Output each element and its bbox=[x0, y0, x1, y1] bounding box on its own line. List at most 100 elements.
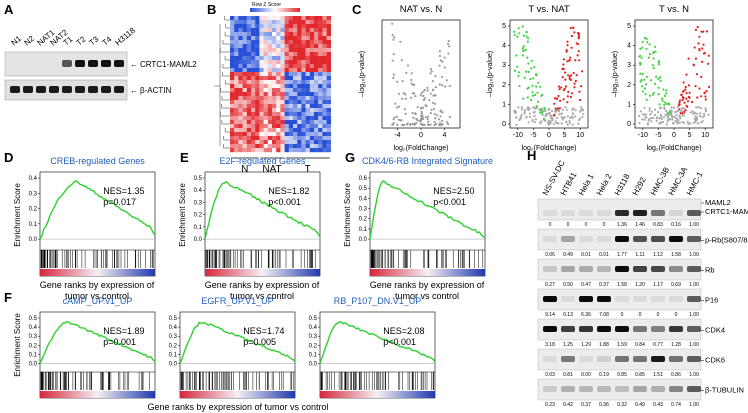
heat-cell bbox=[276, 20, 281, 25]
band bbox=[669, 210, 683, 216]
heat-cell bbox=[263, 104, 268, 109]
volcano-point bbox=[554, 120, 557, 123]
volcano-point bbox=[566, 115, 569, 118]
volcano-point bbox=[566, 123, 569, 126]
panel-label: B bbox=[207, 2, 216, 17]
volcano-point bbox=[703, 51, 706, 55]
heat-cell bbox=[280, 68, 285, 73]
volcano-point bbox=[402, 92, 405, 95]
volcano-point bbox=[513, 30, 516, 33]
heat-cell bbox=[259, 144, 264, 149]
volcano-point bbox=[526, 56, 529, 59]
heat-cell bbox=[280, 20, 285, 25]
heat-cell bbox=[242, 148, 247, 153]
heat-cell bbox=[288, 136, 294, 141]
heat-cell bbox=[318, 120, 323, 125]
heat-cell bbox=[305, 148, 310, 153]
heat-cell bbox=[251, 44, 256, 49]
heat-cell bbox=[276, 112, 281, 117]
volcano-point bbox=[578, 110, 582, 113]
heat-cell bbox=[263, 136, 268, 141]
heat-cell bbox=[251, 16, 256, 21]
heat-cell bbox=[251, 88, 256, 93]
volcano-point bbox=[422, 106, 425, 109]
heat-cell bbox=[326, 60, 331, 65]
heat-cell bbox=[280, 148, 285, 153]
heat-cell bbox=[230, 44, 235, 49]
heat-cell bbox=[297, 116, 302, 121]
volcano-point bbox=[441, 123, 444, 126]
heat-cell bbox=[238, 72, 243, 77]
heat-cell bbox=[251, 48, 256, 53]
volcano-point bbox=[429, 123, 432, 126]
volcano-point bbox=[574, 79, 577, 83]
heat-cell bbox=[255, 36, 260, 41]
volcano-point bbox=[448, 45, 451, 48]
heat-cell bbox=[318, 16, 323, 21]
volcano-point bbox=[399, 119, 402, 122]
volcano-point bbox=[519, 115, 522, 118]
band bbox=[10, 86, 20, 93]
volcano-point bbox=[410, 72, 413, 75]
heat-cell bbox=[305, 48, 310, 53]
heat-cell bbox=[272, 136, 277, 141]
band bbox=[633, 386, 647, 392]
heat-cell bbox=[238, 92, 243, 97]
volcano-point bbox=[659, 79, 662, 82]
volcano-point bbox=[515, 123, 518, 127]
heat-cell bbox=[305, 32, 310, 37]
heat-cell bbox=[293, 124, 298, 129]
volcano-point bbox=[697, 106, 700, 109]
x-tick-label: -4 bbox=[394, 132, 400, 139]
y-tick-label: 0.2 bbox=[169, 343, 178, 349]
heat-cell bbox=[293, 148, 298, 153]
band-label: β-ACTIN bbox=[140, 86, 171, 95]
heat-cell bbox=[267, 24, 273, 29]
enrichment-curve bbox=[39, 321, 156, 364]
heat-cell bbox=[297, 72, 302, 77]
heat-cell bbox=[259, 68, 264, 73]
heat-cell bbox=[322, 148, 327, 153]
volcano-point bbox=[444, 85, 447, 88]
band bbox=[633, 356, 647, 362]
heat-cell bbox=[251, 92, 256, 97]
heat-cell bbox=[318, 56, 323, 61]
heat-cell bbox=[251, 36, 256, 41]
volcano-point bbox=[650, 110, 654, 113]
heat-cell bbox=[230, 88, 235, 93]
band bbox=[651, 296, 665, 302]
y-axis-label: Enrichment Score bbox=[178, 183, 187, 247]
x-axis-label: Gene ranks by expression of bbox=[370, 280, 485, 290]
heat-cell bbox=[255, 20, 260, 25]
heat-cell bbox=[267, 96, 273, 101]
heat-cell bbox=[318, 104, 323, 109]
volcano-point bbox=[544, 109, 547, 112]
volcano-point bbox=[671, 118, 674, 121]
heat-cell bbox=[297, 40, 302, 45]
volcano-point bbox=[705, 90, 708, 93]
heat-cell bbox=[259, 40, 264, 45]
heat-cell bbox=[267, 84, 273, 89]
heat-cell bbox=[288, 124, 294, 129]
heat-cell bbox=[272, 64, 277, 69]
volcano-point bbox=[577, 122, 580, 125]
volcano-point bbox=[694, 28, 698, 31]
volcano-point bbox=[682, 107, 685, 110]
volcano-point bbox=[707, 85, 711, 88]
heat-cell bbox=[305, 16, 310, 21]
y-tick-label: 3 bbox=[502, 62, 506, 69]
heat-cell bbox=[267, 104, 273, 109]
heat-cell bbox=[255, 124, 260, 129]
volcano-point bbox=[394, 102, 397, 105]
volcano-point bbox=[673, 115, 676, 118]
heat-cell bbox=[318, 88, 323, 93]
heat-cell bbox=[326, 84, 331, 89]
volcano-point bbox=[535, 73, 538, 76]
heat-cell bbox=[242, 32, 247, 37]
volcano-point bbox=[525, 30, 528, 34]
hit-barcode bbox=[180, 372, 295, 390]
heat-cell bbox=[314, 148, 319, 153]
heat-cell bbox=[288, 24, 294, 29]
heat-cell bbox=[230, 52, 235, 57]
lane-label: H292 bbox=[631, 175, 648, 197]
